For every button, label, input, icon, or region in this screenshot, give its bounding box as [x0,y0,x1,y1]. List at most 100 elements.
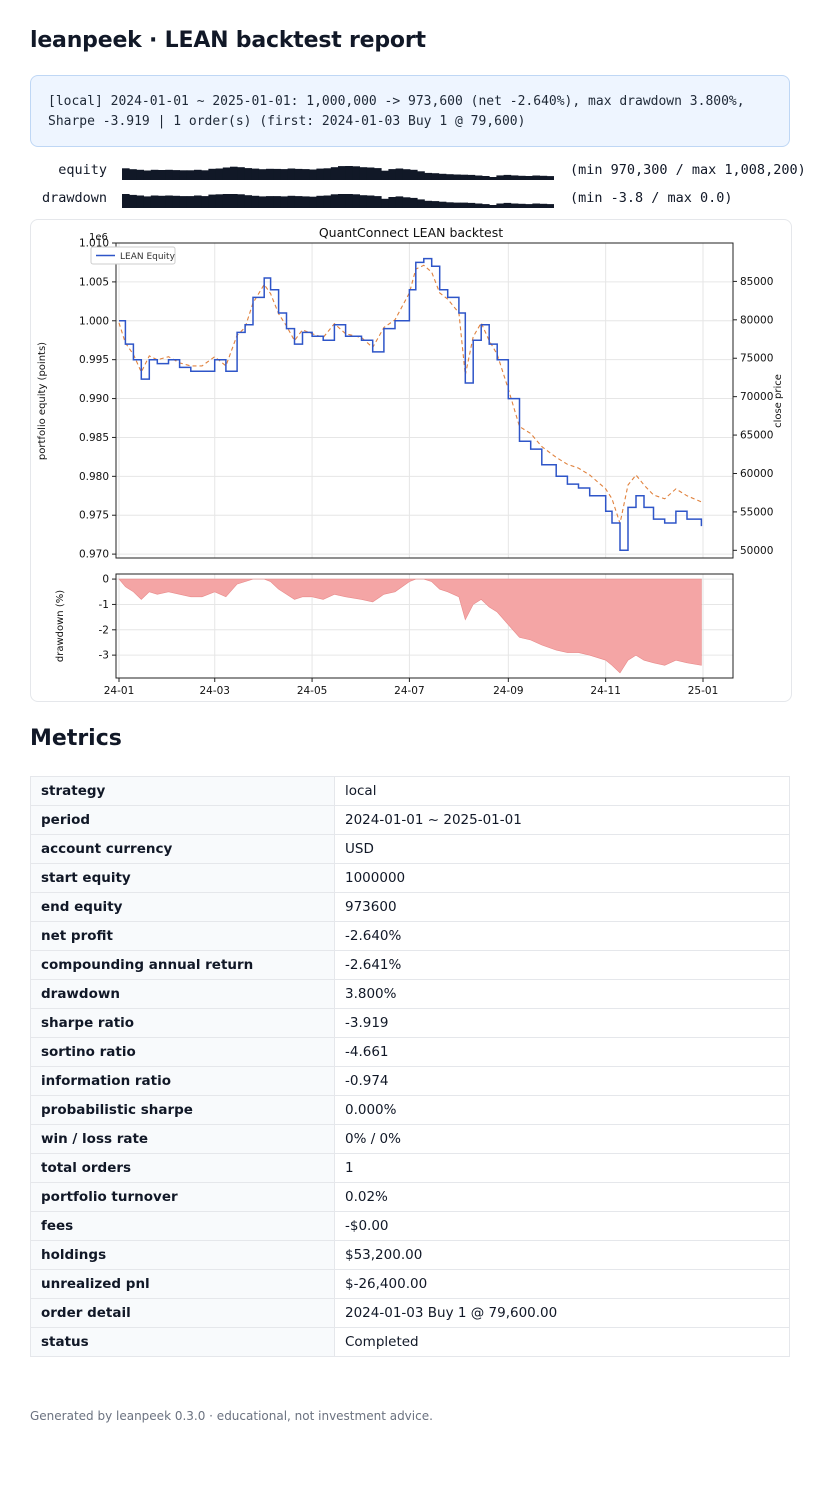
spark-bar [453,174,461,180]
metric-value: 1 [334,1153,790,1183]
metric-row: net profit -2.640% [30,921,790,951]
summary-box: [local] 2024-01-01 ~ 2025-01-01: 1,000,0… [30,75,790,147]
spark-bar [194,195,202,208]
spark-bar [258,169,267,180]
spark-bar [431,173,440,180]
y2-tick-label: 75000 [740,353,773,365]
spark-bar [460,202,468,208]
x-tick-label: 24-07 [394,685,425,697]
spark-bar [359,167,368,180]
y2-tick-label: 55000 [740,506,773,518]
spark-bar [165,195,173,208]
summary-line-2: Sharpe -3.919 | 1 order(s) (first: 2024-… [48,114,526,129]
spark-bar [143,196,152,208]
spark-bar [158,170,166,180]
metric-value: local [334,776,790,806]
spark-bar [330,194,339,208]
spark-bar [186,170,195,180]
spark-bar [374,168,382,180]
spark-bar [273,168,281,180]
metric-row: total orders 1 [30,1153,790,1183]
spark-bar [352,166,360,180]
spark-bar [381,170,389,180]
spark-bar [294,196,303,208]
drawdown-spark-range: (min -3.8 / max 0.0) [570,190,733,206]
spark-bar [273,196,281,208]
spark-bar [323,195,332,208]
metric-row: holdings $53,200.00 [30,1240,790,1270]
spark-bar [474,203,483,208]
metric-value: $-26,400.00 [334,1269,790,1299]
metric-value: 973600 [334,892,790,922]
spark-bar [201,170,209,180]
spark-bar [208,194,216,208]
spark-bar [287,195,296,208]
spark-bar [381,198,389,208]
metric-key: order detail [30,1298,335,1328]
metric-value: Completed [334,1327,790,1357]
spark-bar [186,196,195,208]
dd-tick-label: -1 [99,599,109,611]
summary-line-1: [local] 2024-01-01 ~ 2025-01-01: 1,000,0… [48,94,745,109]
metric-value: 0.000% [334,1095,790,1125]
metric-row: sortino ratio -4.661 [30,1037,790,1067]
metric-key: holdings [30,1240,335,1270]
spark-bar [438,201,447,208]
spark-bar [395,168,404,180]
spark-bar [424,200,432,208]
metric-key: period [30,805,335,835]
spark-bar [453,202,461,208]
spark-bar [446,202,454,208]
spark-bar [366,195,375,208]
y2-tick-label: 85000 [740,276,773,288]
spark-bar [158,195,166,208]
spark-bar [482,176,490,180]
spark-bar [215,194,224,208]
spark-bar [150,195,159,208]
metric-row: win / loss rate 0% / 0% [30,1124,790,1154]
y-tick-label: 1.005 [79,276,109,288]
spark-bar [309,196,317,208]
spark-bar [532,203,540,208]
metric-row: compounding annual return -2.641% [30,950,790,980]
spark-bar [539,175,548,180]
spark-bar [438,173,447,180]
metric-value: 3.800% [334,979,790,1009]
drawdown-spark-label: drawdown [41,190,107,206]
spark-bar [179,196,188,208]
metric-row: probabilistic sharpe 0.000% [30,1095,790,1125]
y-tick-label: 0.980 [79,471,109,483]
y2-tick-label: 65000 [740,430,773,442]
y-axis-label: portfolio equity (points) [37,342,48,460]
y2-tick-label: 70000 [740,391,773,403]
metric-row: end equity 973600 [30,892,790,922]
spark-bar [143,170,152,180]
chart-title: QuantConnect LEAN backtest [319,225,503,240]
spark-bar [410,169,418,180]
spark-bar [172,170,180,180]
y-tick-label: 0.985 [79,432,109,444]
metric-value: -4.661 [334,1037,790,1067]
metric-value: 2024-01-03 Buy 1 @ 79,600.00 [334,1298,790,1328]
spark-bar [395,196,404,208]
y-tick-label: 0.990 [79,393,109,405]
spark-bar [359,195,368,208]
backtest-chart-card: QuantConnect LEAN backtest 1e6 portfolio… [30,219,792,702]
spark-bar [510,203,519,208]
metric-key: portfolio turnover [30,1182,335,1212]
spark-bar [431,201,440,208]
spark-bar [489,205,497,208]
spark-bar [532,175,540,180]
spark-bar [345,194,353,208]
spark-bar [165,169,173,180]
spark-bar [122,194,130,208]
metric-key: account currency [30,834,335,864]
spark-bar [525,204,533,208]
metric-value: 0% / 0% [334,1124,790,1154]
spark-bar [424,172,432,180]
metric-row: portfolio turnover 0.02% [30,1182,790,1212]
y2-tick-label: 50000 [740,545,773,557]
metrics-table: strategy local period 2024-01-01 ~ 2025-01-… [30,776,790,1357]
dd-tick-label: -3 [99,650,109,662]
metric-key: fees [30,1211,335,1241]
